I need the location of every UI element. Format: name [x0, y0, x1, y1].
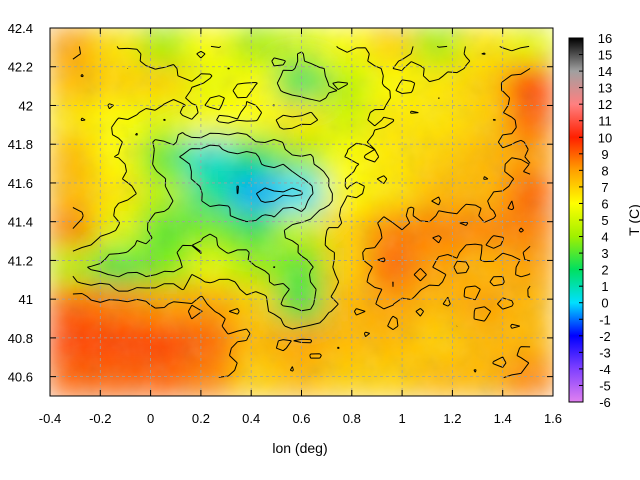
colorbar-tick-label: 2	[601, 263, 608, 278]
x-tick-label: 1.4	[494, 411, 512, 426]
x-tick-label: 1.6	[544, 411, 562, 426]
colorbar-tick-label: -1	[599, 312, 611, 327]
colorbar-tick-label: 12	[598, 97, 612, 112]
y-axis-ticks: 40.6 40.8 41 41.2 41.4 41.6 41.8 42 42.2 42.4	[8, 21, 553, 385]
colorbar-tick-label: 1	[601, 279, 608, 294]
x-tick-label: -0.4	[39, 411, 61, 426]
contour-line	[72, 46, 531, 379]
x-tick-label: 0.2	[192, 411, 210, 426]
colorbar-tick-label: 9	[601, 147, 608, 162]
colorbar-tick-label: -6	[599, 395, 611, 410]
y-tick-label: 40.6	[8, 370, 33, 385]
x-tick-label: 0.6	[292, 411, 310, 426]
y-tick-label: 41.4	[8, 215, 33, 230]
colorbar-tick-label: 11	[598, 114, 612, 129]
x-tick-label: 1	[398, 411, 405, 426]
colorbar-tick-label: -5	[599, 378, 611, 393]
colorbar-tick-label: -2	[599, 329, 611, 344]
contour-line	[72, 45, 530, 330]
x-tick-label: 0.4	[242, 411, 260, 426]
contour-line	[179, 144, 314, 223]
colorbar-tick-label: 13	[598, 81, 612, 96]
plot-area: -0.4 -0.2 0 0.2 0.4 0.6 0.8 1 1.2 1.4 1.6 40.6 40.8…	[8, 21, 562, 456]
x-tick-label: 0.8	[343, 411, 361, 426]
colorbar-tick-label: 7	[601, 180, 608, 195]
y-tick-label: 41	[19, 292, 33, 307]
y-tick-label: 41.6	[8, 176, 33, 191]
x-tick-label: -0.2	[89, 411, 111, 426]
colorbar-tick-label: -3	[599, 345, 611, 360]
x-tick-label: 1.2	[443, 411, 461, 426]
colorbar-tick-label: 8	[601, 163, 608, 178]
colorbar-tick-label: 0	[601, 296, 608, 311]
y-tick-label: 42.2	[8, 60, 33, 75]
colorbar-tick-label: -4	[599, 362, 611, 377]
contour-line	[236, 185, 303, 203]
colorbar-tick-label: 16	[598, 31, 612, 46]
y-tick-label: 42	[19, 98, 33, 113]
colorbar-tick-label: 6	[601, 196, 608, 211]
contour-lines	[72, 45, 531, 379]
colorbar-tick-label: 3	[601, 246, 608, 261]
colorbar-tick-label: 5	[601, 213, 608, 228]
y-tick-label: 41.2	[8, 253, 33, 268]
colorbar-tick-label: 15	[598, 48, 612, 63]
x-tick-label: 0	[147, 411, 154, 426]
colorbar-tick-label: 10	[598, 130, 612, 145]
y-tick-label: 41.8	[8, 137, 33, 152]
y-tick-label: 42.4	[8, 21, 33, 36]
x-axis-ticks: -0.4 -0.2 0 0.2 0.4 0.6 0.8 1 1.2 1.4 1.6	[39, 28, 562, 426]
colorbar-label: T (C)	[626, 204, 640, 236]
x-axis-label: lon (deg)	[272, 440, 327, 456]
grid-lines	[50, 28, 553, 396]
colorbar-tick-label: 14	[598, 64, 612, 79]
colorbar-tick-label: 4	[601, 230, 608, 245]
y-tick-label: 40.8	[8, 331, 33, 346]
